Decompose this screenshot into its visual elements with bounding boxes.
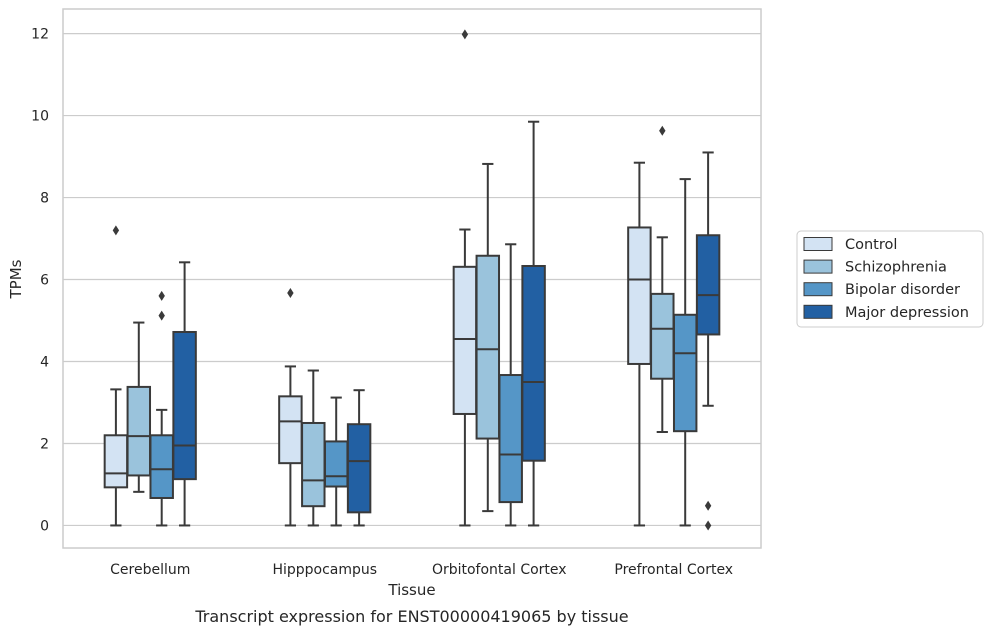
outlier-1 — [704, 520, 712, 531]
x-tick-label-2: Orbitofontal Cortex — [432, 562, 567, 578]
box-body — [650, 292, 675, 380]
box-2-3 — [521, 120, 546, 527]
box-1-1 — [301, 369, 326, 527]
box-0-2 — [149, 290, 174, 527]
legend-label-0: Control — [845, 237, 897, 253]
box-3-1 — [650, 125, 675, 434]
legend-items: Control Schizophrenia Bipolar disorder Majo… — [803, 237, 969, 321]
chart-caption: Transcript expression for ENST0000041906… — [194, 607, 628, 626]
legend-frame — [796, 230, 984, 328]
box-body — [126, 385, 152, 477]
outlier-0 — [158, 310, 165, 321]
box-2-1 — [475, 162, 501, 513]
outlier-1 — [158, 290, 165, 301]
box-body — [475, 254, 501, 440]
y-tick-label-0: 0 — [40, 518, 49, 534]
box-body — [695, 234, 721, 336]
box-0-1 — [126, 321, 152, 493]
box-body — [672, 313, 698, 433]
box-body — [521, 264, 546, 462]
y-tick-label-6: 6 — [40, 273, 49, 289]
box-3-2 — [672, 178, 698, 527]
box-3-3 — [695, 151, 721, 531]
box-2-2 — [498, 243, 523, 527]
box-body — [278, 395, 303, 465]
x-tick-label-1: Hipppocampus — [272, 562, 377, 578]
box-body — [323, 440, 349, 488]
y-tick-label-8: 8 — [40, 191, 49, 207]
x-axis-label: Tissue — [387, 581, 435, 599]
box-1-3 — [346, 389, 372, 527]
legend-label-1: Schizophrenia — [845, 260, 947, 276]
box-0-3 — [172, 261, 197, 527]
outlier-0 — [704, 500, 712, 511]
box-3-0 — [627, 161, 652, 527]
y-tick-label-10: 10 — [31, 109, 49, 125]
y-tick-label-4: 4 — [40, 355, 49, 371]
outlier-0 — [461, 29, 469, 40]
legend-label-3: Major depression — [845, 305, 969, 321]
x-tick-labels: Cerebellum Hipppocampus Orbitofontal Corte… — [110, 562, 733, 578]
box-body — [172, 330, 197, 481]
y-axis-label: TPMs — [7, 259, 25, 299]
box-body — [452, 265, 478, 415]
x-tick-label-3: Prefrontal Cortex — [614, 562, 733, 578]
outlier-0 — [659, 125, 666, 136]
legend-swatch-3 — [803, 304, 833, 319]
box-body — [103, 434, 129, 489]
outlier-0 — [287, 288, 294, 299]
x-tick-label-0: Cerebellum — [110, 562, 190, 578]
box-body — [346, 423, 372, 514]
box-1-2 — [323, 396, 349, 527]
box-body — [301, 421, 326, 508]
legend-label-2: Bipolar disorder — [845, 282, 960, 298]
box-body — [149, 434, 174, 499]
legend: Control Schizophrenia Bipolar disorder Majo… — [796, 230, 984, 328]
y-tick-labels: 0 2 4 6 8 10 12 — [31, 27, 49, 535]
box-body — [498, 374, 523, 504]
outlier-0 — [112, 225, 120, 236]
y-tick-label-12: 12 — [31, 27, 49, 43]
box-groups — [103, 29, 721, 531]
legend-swatch-1 — [803, 259, 833, 274]
axes-frame — [62, 8, 762, 549]
legend-swatch-2 — [803, 282, 833, 297]
y-tick-label-2: 2 — [40, 436, 49, 452]
legend-swatch-0 — [803, 237, 833, 251]
box-body — [627, 226, 652, 365]
